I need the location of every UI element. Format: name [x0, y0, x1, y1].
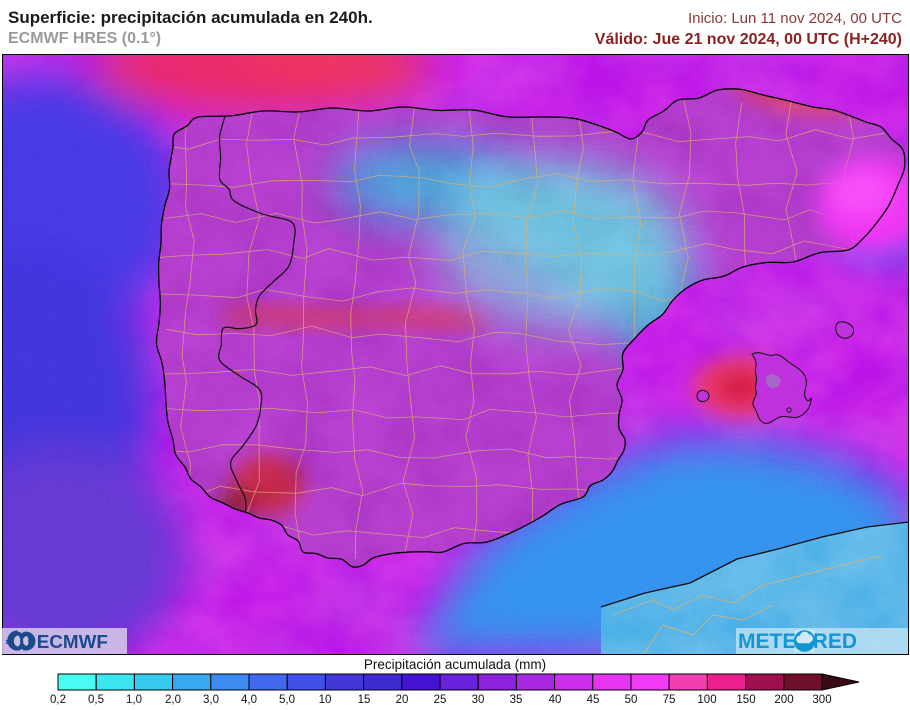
svg-text:2,0: 2,0 [165, 694, 181, 706]
svg-text:0,5: 0,5 [88, 694, 104, 706]
svg-text:300: 300 [812, 694, 831, 706]
svg-text:20: 20 [396, 694, 409, 706]
svg-text:30: 30 [472, 694, 485, 706]
svg-text:5,0: 5,0 [279, 694, 295, 706]
svg-text:75: 75 [663, 694, 676, 706]
svg-text:50: 50 [625, 694, 638, 706]
svg-text:15: 15 [358, 694, 371, 706]
svg-text:35: 35 [510, 694, 523, 706]
svg-text:45: 45 [587, 694, 600, 706]
svg-text:25: 25 [434, 694, 447, 706]
svg-text:40: 40 [549, 694, 562, 706]
svg-text:10: 10 [319, 694, 332, 706]
svg-text:4,0: 4,0 [241, 694, 257, 706]
svg-text:ECMWF: ECMWF [37, 631, 108, 652]
svg-text:0,2: 0,2 [50, 694, 66, 706]
svg-text:150: 150 [736, 694, 755, 706]
svg-text:100: 100 [697, 694, 716, 706]
svg-text:200: 200 [774, 694, 793, 706]
svg-text:1,0: 1,0 [126, 694, 142, 706]
svg-text:3,0: 3,0 [203, 694, 219, 706]
